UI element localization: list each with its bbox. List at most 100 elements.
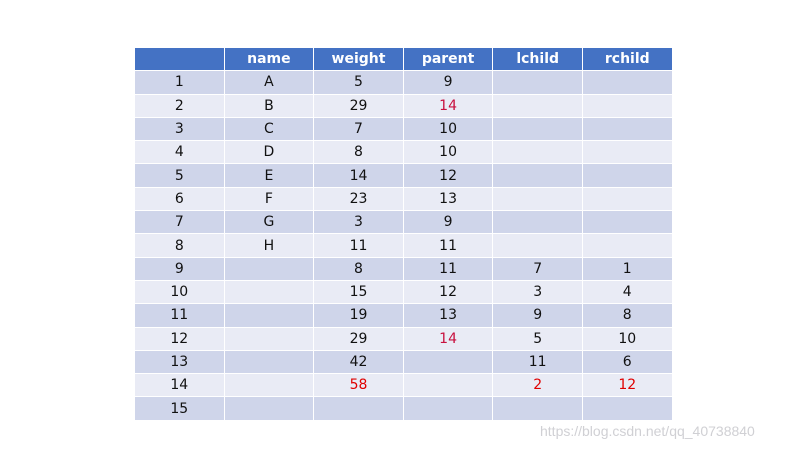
column-header: lchild (492, 46, 583, 72)
table-cell (581, 116, 673, 142)
table-row: 15 (134, 396, 673, 421)
table-cell (581, 163, 673, 188)
watermark: https://blog.csdn.net/qq_40738840 (540, 423, 755, 439)
table-cell: E (223, 163, 315, 188)
table-cell: 12 (402, 163, 494, 188)
table-cell: 9 (402, 210, 494, 235)
table-row: 9 8 11 7 1 (134, 256, 673, 281)
table-cell: 15 (313, 279, 404, 305)
table-cell (313, 396, 404, 421)
table-cell (581, 396, 673, 421)
table-cell (492, 163, 583, 188)
table-cell: 3 (134, 116, 225, 142)
table-cell: 11 (313, 233, 404, 258)
table-cell: 8 (313, 256, 404, 281)
table-cell: 23 (313, 186, 404, 212)
table-cell: 8 (581, 303, 673, 328)
table-cell: F (223, 186, 315, 212)
column-header: name (223, 46, 315, 72)
table-cell: B (223, 93, 315, 118)
table-row: 4 D 8 10 (134, 140, 673, 165)
table-cell: 6 (581, 349, 673, 375)
table-cell: 5 (492, 326, 583, 351)
table-cell: 5 (313, 70, 404, 95)
table-row: 3 C 7 10 (134, 116, 673, 142)
table-cell: 10 (581, 326, 673, 351)
table-row: 11 19 13 9 8 (134, 303, 673, 328)
table-row: 12 29 14 5 10 (134, 326, 673, 351)
column-header: rchild (581, 46, 673, 72)
table-cell: 13 (134, 349, 225, 375)
table-cell: 13 (402, 303, 494, 328)
table-cell (581, 70, 673, 95)
table-cell (581, 186, 673, 212)
table-cell (223, 326, 315, 351)
table-cell (402, 373, 494, 398)
table-row: 14 58 2 12 (134, 373, 673, 398)
table-cell (492, 396, 583, 421)
table-cell: 12 (402, 279, 494, 305)
table-cell: 10 (402, 116, 494, 142)
table-cell: 4 (134, 140, 225, 165)
table-cell: 4 (581, 279, 673, 305)
table-row: 10 15 12 3 4 (134, 279, 673, 305)
table-cell: 8 (313, 140, 404, 165)
table-cell: 12 (581, 373, 673, 398)
table-cell (492, 93, 583, 118)
table-cell (402, 396, 494, 421)
table-row: 5 E 14 12 (134, 163, 673, 188)
table-cell: 2 (492, 373, 583, 398)
table-cell: 9 (492, 303, 583, 328)
table-cell: 13 (402, 186, 494, 212)
table-row: 6 F 23 13 (134, 186, 673, 212)
column-header (134, 46, 225, 72)
table-cell: 5 (134, 163, 225, 188)
table-cell: 9 (402, 70, 494, 95)
table-cell: 7 (492, 256, 583, 281)
table-cell (402, 349, 494, 375)
table-cell: 1 (134, 70, 225, 95)
column-header: parent (402, 46, 494, 72)
table-cell (223, 303, 315, 328)
table-cell: A (223, 70, 315, 95)
table-cell: 2 (134, 93, 225, 118)
table-row: 2 B 29 14 (134, 93, 673, 118)
table-cell: G (223, 210, 315, 235)
table-cell: 19 (313, 303, 404, 328)
table-cell (492, 233, 583, 258)
table-cell: 10 (134, 279, 225, 305)
table-row: 8 H 11 11 (134, 233, 673, 258)
table-cell (492, 140, 583, 165)
table-cell (581, 93, 673, 118)
table-cell: 11 (492, 349, 583, 375)
table-cell: 14 (402, 93, 494, 118)
table-cell: 58 (313, 373, 404, 398)
table-cell: 11 (134, 303, 225, 328)
table-cell: 1 (581, 256, 673, 281)
table-cell (223, 279, 315, 305)
table-row: 13 42 11 6 (134, 349, 673, 375)
table-cell (581, 233, 673, 258)
table-cell: 15 (134, 396, 225, 421)
table-cell: 8 (134, 233, 225, 258)
column-header: weight (313, 46, 404, 72)
table-cell (492, 210, 583, 235)
table-cell: 11 (402, 233, 494, 258)
header-row: name weight parent lchild rchild (134, 46, 673, 72)
table-cell: 6 (134, 186, 225, 212)
table-cell: 3 (313, 210, 404, 235)
table-cell: 7 (313, 116, 404, 142)
table-cell: 42 (313, 349, 404, 375)
table-cell: C (223, 116, 315, 142)
table-cell (581, 210, 673, 235)
huffman-table: name weight parent lchild rchild 1 A 5 9 2 B 29 14 3… (134, 46, 673, 421)
table-cell: 7 (134, 210, 225, 235)
table-cell: 11 (402, 256, 494, 281)
table-cell (223, 349, 315, 375)
table-cell: 29 (313, 93, 404, 118)
table-cell (492, 70, 583, 95)
table-cell (223, 373, 315, 398)
table-cell: 29 (313, 326, 404, 351)
